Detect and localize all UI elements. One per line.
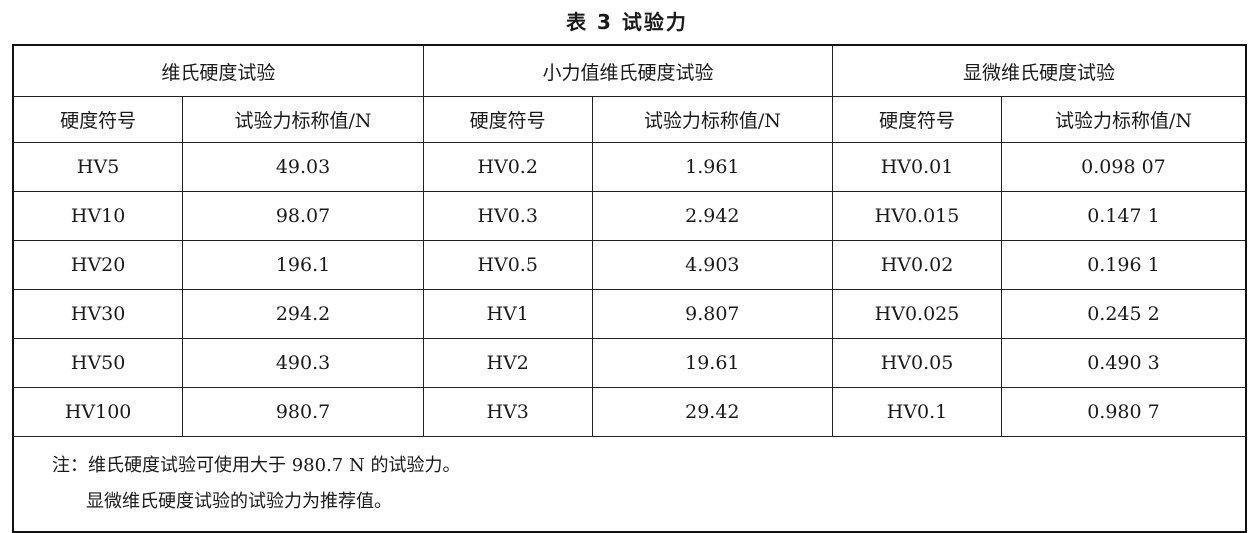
nominal-force-cell: 49.03: [182, 142, 424, 192]
nominal-force-cell: 0.490 3: [1000, 338, 1247, 388]
nominal-force-cell: 980.7: [182, 387, 424, 437]
hardness-symbol-cell: HV0.01: [832, 142, 1002, 192]
table-title: 表 3 试验力: [566, 10, 688, 34]
column-header: 硬度符号: [12, 96, 184, 143]
table-row: HV30 294.2 HV1 9.807 HV0.025 0.245 2: [12, 289, 1247, 339]
group-header: 小力值维氏硬度试验: [422, 44, 834, 97]
column-header: 硬度符号: [422, 96, 593, 143]
hardness-symbol-cell: HV10: [12, 191, 184, 241]
nominal-force-cell: 0.098 07: [1000, 142, 1247, 192]
group-header: 维氏硬度试验: [12, 44, 424, 97]
note-line: 显微维氏硬度试验的试验力为推荐值。: [86, 491, 392, 512]
nominal-force-cell: 0.245 2: [1000, 289, 1247, 339]
table-row: HV100 980.7 HV3 29.42 HV0.1 0.980 7: [12, 387, 1247, 437]
hardness-symbol-cell: HV0.015: [832, 191, 1002, 241]
hardness-symbol-cell: HV50: [12, 338, 184, 388]
column-header: 硬度符号: [832, 96, 1002, 143]
nominal-force-cell: 294.2: [182, 289, 424, 339]
group-header-row: 维氏硬度试验 小力值维氏硬度试验 显微维氏硬度试验: [12, 44, 1247, 97]
note-line: 注：维氏硬度试验可使用大于 980.7 N 的试验力。: [52, 455, 461, 476]
table-row: HV5 49.03 HV0.2 1.961 HV0.01 0.098 07: [12, 142, 1247, 192]
hardness-symbol-cell: HV2: [422, 338, 593, 388]
hardness-symbol-cell: HV0.05: [832, 338, 1002, 388]
hardness-symbol-cell: HV100: [12, 387, 184, 437]
nominal-force-cell: 19.61: [591, 338, 834, 388]
hardness-symbol-cell: HV30: [12, 289, 184, 339]
hardness-symbol-cell: HV0.5: [422, 240, 593, 290]
group-header: 显微维氏硬度试验: [832, 44, 1247, 97]
nominal-force-cell: 4.903: [591, 240, 834, 290]
nominal-force-cell: 29.42: [591, 387, 834, 437]
hardness-symbol-cell: HV0.025: [832, 289, 1002, 339]
column-header-row: 硬度符号 试验力标称值/N 硬度符号 试验力标称值/N 硬度符号 试验力标称值/N: [12, 96, 1247, 143]
test-force-table: 维氏硬度试验 小力值维氏硬度试验 显微维氏硬度试验 硬度符号 试验力标称值/N 硬度…: [12, 44, 1247, 533]
hardness-symbol-cell: HV5: [12, 142, 184, 192]
nominal-force-cell: 0.980 7: [1000, 387, 1247, 437]
nominal-force-cell: 196.1: [182, 240, 424, 290]
column-header: 试验力标称值/N: [182, 96, 424, 143]
hardness-symbol-cell: HV0.2: [422, 142, 593, 192]
table-row: HV10 98.07 HV0.3 2.942 HV0.015 0.147 1: [12, 191, 1247, 241]
table-row: HV20 196.1 HV0.5 4.903 HV0.02 0.196 1: [12, 240, 1247, 290]
hardness-symbol-cell: HV0.02: [832, 240, 1002, 290]
nominal-force-cell: 1.961: [591, 142, 834, 192]
nominal-force-cell: 0.196 1: [1000, 240, 1247, 290]
hardness-symbol-cell: HV3: [422, 387, 593, 437]
hardness-symbol-cell: HV20: [12, 240, 184, 290]
nominal-force-cell: 490.3: [182, 338, 424, 388]
note-row: 注：维氏硬度试验可使用大于 980.7 N 的试验力。 显微维氏硬度试验的试验力…: [12, 436, 1247, 533]
nominal-force-cell: 9.807: [591, 289, 834, 339]
column-header: 试验力标称值/N: [591, 96, 834, 143]
column-header: 试验力标称值/N: [1000, 96, 1247, 143]
hardness-symbol-cell: HV0.3: [422, 191, 593, 241]
nominal-force-cell: 0.147 1: [1000, 191, 1247, 241]
hardness-symbol-cell: HV0.1: [832, 387, 1002, 437]
nominal-force-cell: 2.942: [591, 191, 834, 241]
note-cell: 注：维氏硬度试验可使用大于 980.7 N 的试验力。 显微维氏硬度试验的试验力…: [12, 436, 1247, 533]
hardness-symbol-cell: HV1: [422, 289, 593, 339]
nominal-force-cell: 98.07: [182, 191, 424, 241]
table-row: HV50 490.3 HV2 19.61 HV0.05 0.490 3: [12, 338, 1247, 388]
